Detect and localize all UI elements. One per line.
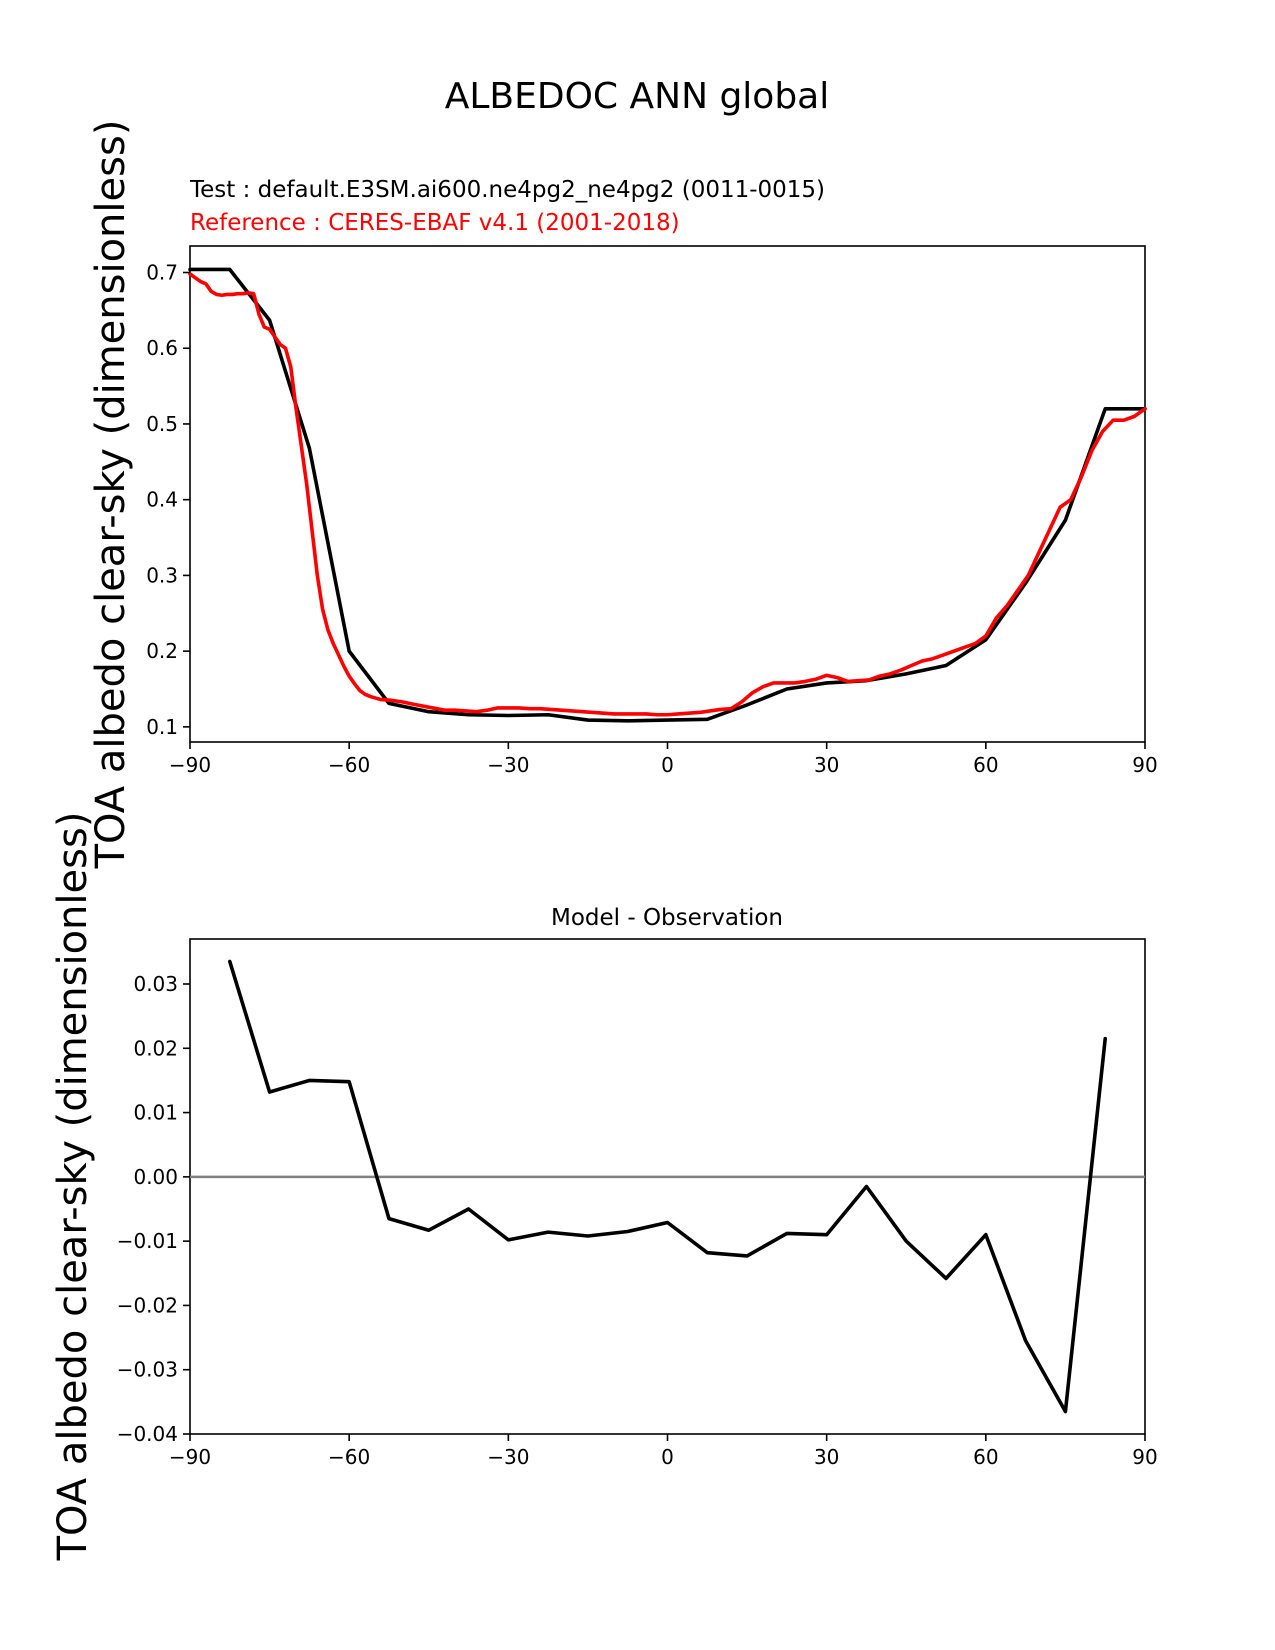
x-tick-label: 60: [973, 753, 998, 777]
y-tick-label: −0.04: [117, 1422, 178, 1446]
x-tick-label: −90: [169, 1445, 211, 1469]
y-tick-label: 0.4: [146, 488, 178, 512]
figure-title: ALBEDOC ANN global: [445, 76, 830, 117]
series-line-reference: [188, 272, 1147, 717]
y-tick-label: −0.02: [117, 1293, 178, 1317]
panel-difference: Model - Observation −90 −60 −30 0 30 60 90 −0.…: [50, 812, 1158, 1562]
y-tick-label: 0.7: [146, 261, 178, 285]
top-axes-frame: [189, 245, 1146, 743]
top-series-group: [188, 267, 1147, 723]
bottom-axes-frame: [189, 938, 1146, 1435]
reference-title: Reference : CERES-EBAF v4.1 (2001-2018): [190, 210, 680, 236]
top-x-axis: −90 −60 −30 0 30 60 90: [169, 742, 1158, 777]
bottom-y-axis: −0.04 −0.03 −0.02 −0.01 0.00 0.01 0.02 0.03: [117, 972, 190, 1446]
y-tick-label: −0.01: [117, 1229, 178, 1253]
x-tick-label: 60: [973, 1445, 998, 1469]
y-tick-label: 0.3: [146, 563, 178, 587]
top-y-axis-label: TOA albedo clear-sky (dimensionless): [88, 120, 134, 870]
x-tick-label: 90: [1132, 1445, 1157, 1469]
y-tick-label: −0.03: [117, 1358, 178, 1382]
y-tick-label: 0.1: [146, 715, 178, 739]
test-title: Test : default.E3SM.ai600.ne4pg2_ne4pg2 …: [189, 177, 825, 203]
y-tick-label: 0.6: [146, 336, 178, 360]
y-tick-label: 0.5: [146, 412, 178, 436]
series-line-test: [188, 267, 1147, 723]
bottom-y-axis-label: TOA albedo clear-sky (dimensionless): [50, 812, 96, 1562]
y-tick-label: 0.2: [146, 639, 178, 663]
x-tick-label: 90: [1132, 753, 1157, 777]
top-y-axis: 0.1 0.2 0.3 0.4 0.5 0.6 0.7: [146, 261, 190, 739]
bottom-x-axis: −90 −60 −30 0 30 60 90: [169, 1434, 1158, 1469]
series-line-difference: [227, 959, 1108, 1414]
x-tick-label: 30: [814, 1445, 839, 1469]
y-tick-label: 0.03: [133, 972, 178, 996]
panel-albedo-comparison: Test : default.E3SM.ai600.ne4pg2_ne4pg2 …: [88, 120, 1158, 870]
x-tick-label: −60: [328, 1445, 370, 1469]
y-tick-label: 0.00: [133, 1165, 178, 1189]
x-tick-label: −30: [487, 753, 529, 777]
x-tick-label: 0: [661, 1445, 674, 1469]
x-tick-label: 0: [661, 753, 674, 777]
y-tick-label: 0.01: [133, 1101, 178, 1125]
difference-title: Model - Observation: [551, 905, 783, 931]
x-tick-label: −30: [487, 1445, 529, 1469]
x-tick-label: −90: [169, 753, 211, 777]
y-tick-label: 0.02: [133, 1036, 178, 1060]
bottom-series-group: [227, 959, 1108, 1414]
x-tick-label: −60: [328, 753, 370, 777]
x-tick-label: 30: [814, 753, 839, 777]
